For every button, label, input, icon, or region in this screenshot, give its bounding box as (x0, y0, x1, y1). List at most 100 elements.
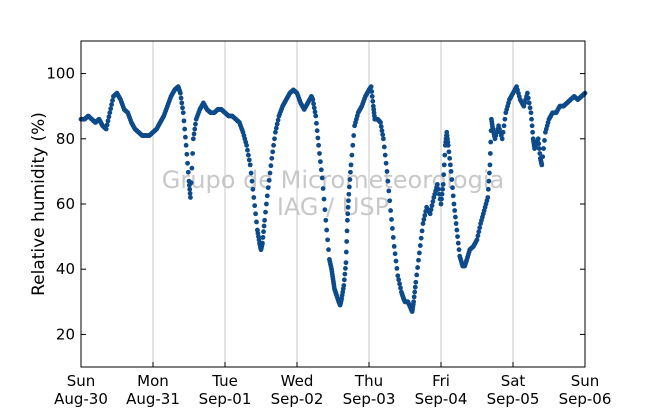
data-point-interp (188, 180, 194, 186)
data-point-interp (348, 169, 353, 175)
data-point-interp (487, 170, 492, 176)
data-point-interp (416, 257, 421, 263)
data-point-interp (369, 89, 375, 94)
data-point-interp (187, 186, 193, 192)
data-point (525, 90, 530, 96)
data-point-interp (501, 123, 507, 129)
data-point-interp (379, 128, 385, 134)
x-tick-label-date: Aug-30 (54, 390, 108, 408)
data-point-interp (440, 186, 446, 192)
data-point (454, 227, 460, 233)
data-point-interp (441, 162, 447, 168)
data-point-interp (275, 117, 281, 123)
y-tick-label: 60 (56, 195, 75, 213)
data-point-interp (419, 228, 425, 234)
data-point (343, 260, 349, 266)
data-point (273, 129, 278, 135)
data-point (247, 162, 253, 168)
data-point-interp (108, 106, 114, 112)
watermark-line-1: Grupo de Micrometeorologia (162, 166, 504, 194)
data-point-interp (266, 177, 272, 183)
data-point-interp (442, 152, 448, 158)
data-point-interp (314, 128, 320, 134)
x-tick-label-date: Aug-31 (126, 390, 180, 408)
data-point-interp (343, 249, 349, 255)
data-point (485, 195, 491, 200)
data-point-interp (530, 129, 536, 135)
data-point (448, 169, 454, 174)
data-point-interp (446, 149, 452, 155)
data-point-interp (349, 152, 355, 158)
data-point-interp (455, 234, 460, 240)
data-point (368, 84, 374, 90)
data-point-interp (502, 116, 508, 122)
data-point-interp (536, 146, 542, 151)
data-point-interp (106, 114, 112, 120)
data-point-interp (447, 162, 453, 168)
y-axis-ticks: 20 40 60 80 100 (46, 65, 585, 343)
data-point (395, 273, 401, 279)
data-point-interp (311, 101, 316, 107)
data-point (420, 221, 426, 226)
data-point-interp (396, 277, 402, 283)
data-point-interp (397, 281, 402, 287)
data-point (260, 240, 265, 246)
data-point-interp (268, 163, 274, 169)
data-point-interp (453, 221, 459, 226)
data-point-interp (450, 185, 455, 191)
data-point-interp (344, 239, 350, 244)
data-point (474, 237, 480, 243)
x-tick-label-day: Sat (501, 372, 526, 390)
data-point-interp (326, 247, 331, 253)
data-point-interp (392, 251, 398, 257)
x-tick-label-day: Wed (281, 372, 314, 390)
data-point (323, 217, 329, 223)
data-point-interp (252, 203, 258, 209)
data-point (539, 162, 545, 168)
data-point-interp (185, 169, 191, 175)
data-point-interp (542, 138, 547, 143)
x-tick-label-date: Sep-05 (487, 390, 540, 408)
data-point (413, 279, 419, 285)
data-point-interp (315, 135, 321, 141)
data-point (107, 110, 113, 116)
data-point-interp (452, 208, 458, 213)
data-point-interp (260, 235, 266, 240)
data-point-interp (500, 129, 506, 135)
data-point (378, 120, 383, 125)
data-point-interp (314, 120, 319, 126)
y-axis-label: Relative humidity (%) (29, 112, 49, 296)
x-tick-label-date: Sep-03 (343, 390, 396, 408)
data-point (499, 136, 505, 142)
data-point-interp (341, 277, 347, 283)
data-point-interp (109, 102, 114, 107)
data-point-interp (536, 141, 542, 147)
data-point-interp (273, 125, 279, 131)
data-point (262, 217, 267, 223)
data-point (269, 155, 275, 161)
data-point-interp (475, 233, 481, 239)
data-point-interp (389, 217, 394, 222)
data-point-interp (476, 229, 482, 235)
data-point-interp (325, 237, 330, 243)
data-point (177, 90, 183, 96)
data-point-interp (369, 94, 375, 99)
data-point-interp (422, 213, 428, 218)
data-point-interp (317, 151, 322, 156)
y-tick-label: 40 (56, 260, 75, 278)
data-point (348, 162, 354, 168)
x-tick-label-day: Fri (432, 372, 450, 390)
x-tick-label-day: Tue (211, 372, 238, 390)
data-point-interp (453, 214, 458, 220)
data-point-interp (274, 121, 280, 127)
data-point-interp (525, 95, 531, 101)
data-point-interp (418, 235, 424, 241)
data-point-interp (263, 209, 268, 215)
data-point-interp (527, 105, 533, 111)
watermark-line-2: IAG / USP (277, 193, 389, 221)
y-tick-label: 20 (56, 325, 75, 343)
data-point-interp (179, 100, 185, 106)
data-point-interp (393, 258, 399, 264)
